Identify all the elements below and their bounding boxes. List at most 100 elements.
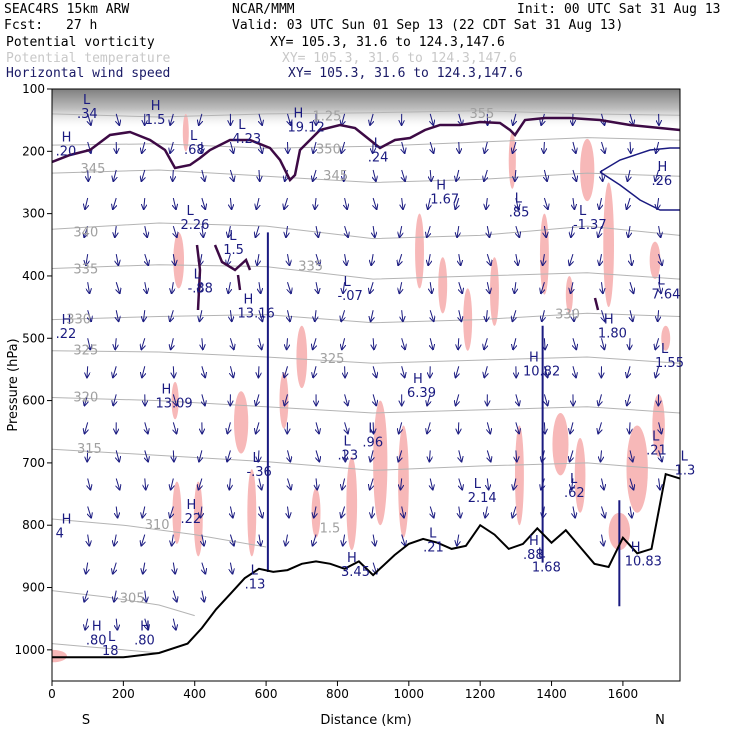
wind-vector-170 bbox=[345, 422, 348, 433]
pv-extremum-value-1: .34 bbox=[77, 107, 98, 122]
pv-extremum-value-21: 6.39 bbox=[407, 386, 436, 401]
wind-vector-293 bbox=[573, 366, 576, 377]
y-tick-label-1000: 1000 bbox=[14, 643, 45, 657]
wind-vector-314 bbox=[602, 534, 604, 546]
wind-vector-253 bbox=[485, 506, 487, 518]
wind-vector-323 bbox=[629, 338, 630, 349]
x-tick-label-800: 800 bbox=[326, 687, 349, 701]
pv-shade-12 bbox=[398, 425, 409, 538]
pv-shade-21 bbox=[574, 437, 586, 513]
wind-vector-90 bbox=[200, 506, 201, 518]
wind-vector-5 bbox=[86, 254, 88, 265]
forecast-label: Fcst: bbox=[4, 18, 44, 33]
wind-vector-226 bbox=[455, 197, 458, 209]
wind-vector-205 bbox=[400, 478, 401, 489]
wind-vector-306 bbox=[602, 310, 605, 321]
wind-vector-298 bbox=[573, 506, 575, 518]
isentrope-label-12: 315 bbox=[77, 442, 102, 457]
isentrope-label-16: 1.5 bbox=[320, 521, 341, 536]
wind-vector-178 bbox=[373, 197, 376, 209]
wind-vector-172 bbox=[342, 478, 345, 489]
wind-vector-297 bbox=[572, 478, 573, 489]
isentrope-300 bbox=[52, 643, 160, 654]
wind-vector-95 bbox=[230, 141, 233, 153]
pv-extremum-type-9: L bbox=[579, 204, 587, 219]
wind-vector-267 bbox=[513, 478, 515, 489]
x-tick-label-1000: 1000 bbox=[394, 687, 425, 701]
isentrope-label-2: 345 bbox=[81, 162, 106, 177]
wind-vector-10 bbox=[84, 394, 87, 405]
wind-vector-190 bbox=[373, 534, 375, 546]
wind-vector-279 bbox=[544, 394, 547, 405]
wind-vector-151 bbox=[313, 338, 316, 349]
wind-vector-135 bbox=[287, 338, 288, 349]
pv-extremum-type-8: L bbox=[515, 191, 523, 206]
wind-vector-324 bbox=[627, 366, 630, 377]
pv-extremum-type-30: H bbox=[186, 498, 196, 513]
pv-extremum-type-36: H bbox=[347, 551, 357, 566]
wind-vector-219 bbox=[427, 422, 430, 433]
wind-vector-171 bbox=[345, 450, 346, 461]
wind-vector-251 bbox=[487, 450, 490, 461]
wind-vector-185 bbox=[373, 394, 376, 405]
wind-vector-34 bbox=[114, 534, 116, 546]
wind-vector-336 bbox=[659, 282, 661, 293]
wind-vector-113 bbox=[259, 169, 260, 181]
pv-contour-upper bbox=[52, 116, 680, 183]
wind-vector-158 bbox=[313, 534, 316, 546]
y-axis-label: Pressure (hPa) bbox=[6, 338, 21, 431]
wind-vector-228 bbox=[459, 254, 461, 265]
pv-extremum-value-12: 1.5 bbox=[223, 243, 244, 258]
pv-extremum-type-6: L bbox=[374, 137, 382, 152]
pv-shade-25 bbox=[649, 241, 661, 280]
isentrope-label-0: 355 bbox=[469, 107, 494, 122]
wind-vector-137 bbox=[284, 394, 287, 405]
pv-extremum-type-17: L bbox=[657, 274, 665, 289]
wind-vector-334 bbox=[659, 226, 661, 237]
isentrope-label-13: 310 bbox=[145, 518, 170, 533]
wind-vector-290 bbox=[571, 282, 573, 293]
wind-vector-132 bbox=[288, 254, 290, 265]
valid-time: Valid: 03 UTC Sun 01 Sep 13 (22 CDT Sat … bbox=[232, 18, 624, 33]
wind-vector-130 bbox=[284, 197, 287, 209]
wind-vector-149 bbox=[316, 282, 318, 293]
wind-vector-31 bbox=[116, 450, 119, 461]
wind-vector-42 bbox=[145, 225, 147, 237]
pv-extremum-value-31: .21 bbox=[423, 541, 444, 556]
wind-vector-285 bbox=[573, 141, 576, 153]
wind-vector-317 bbox=[627, 169, 630, 181]
pv-extremum-value-36: 3.45 bbox=[341, 565, 370, 580]
wind-vector-209 bbox=[430, 141, 433, 153]
wind-vector-110 bbox=[230, 562, 232, 574]
wind-vector-19 bbox=[116, 113, 119, 125]
wind-vector-321 bbox=[630, 282, 633, 293]
pv-extremum-value-0: 1.5 bbox=[145, 113, 166, 128]
pv-extremum-value-19: 1.55 bbox=[655, 356, 684, 371]
wind-vector-88 bbox=[199, 450, 202, 461]
wind-vector-103 bbox=[230, 366, 233, 377]
wind-vector-134 bbox=[288, 310, 290, 321]
pv-extremum-value-35: 10.83 bbox=[625, 554, 662, 569]
pv-extremum-value-6: .24 bbox=[368, 151, 389, 166]
wind-vector-278 bbox=[544, 366, 547, 377]
pv-shade-5 bbox=[233, 391, 249, 454]
pv-extremum-value-26: 2.14 bbox=[468, 491, 497, 506]
wind-vector-331 bbox=[656, 141, 659, 153]
isentrope-315 bbox=[52, 448, 680, 471]
wind-vector-181 bbox=[370, 282, 373, 293]
wind-vector-98 bbox=[228, 225, 230, 237]
wind-vector-300 bbox=[602, 141, 605, 153]
wind-vector-276 bbox=[542, 310, 545, 321]
wind-vector-33 bbox=[116, 506, 117, 518]
wind-vector-164 bbox=[345, 254, 347, 265]
wind-vector-66 bbox=[173, 366, 174, 377]
south-end-label: S bbox=[82, 713, 90, 728]
wind-vector-218 bbox=[427, 394, 430, 405]
pv-extremum-value-25: -.36 bbox=[246, 465, 271, 480]
wind-vector-163 bbox=[345, 225, 348, 237]
pv-extremum-value-8: .85 bbox=[509, 205, 530, 220]
isentrope-340 bbox=[52, 222, 680, 240]
wind-vector-309 bbox=[598, 394, 601, 405]
wind-vector-11 bbox=[85, 422, 88, 433]
pv-extremum-value-11: 2.26 bbox=[180, 218, 209, 233]
